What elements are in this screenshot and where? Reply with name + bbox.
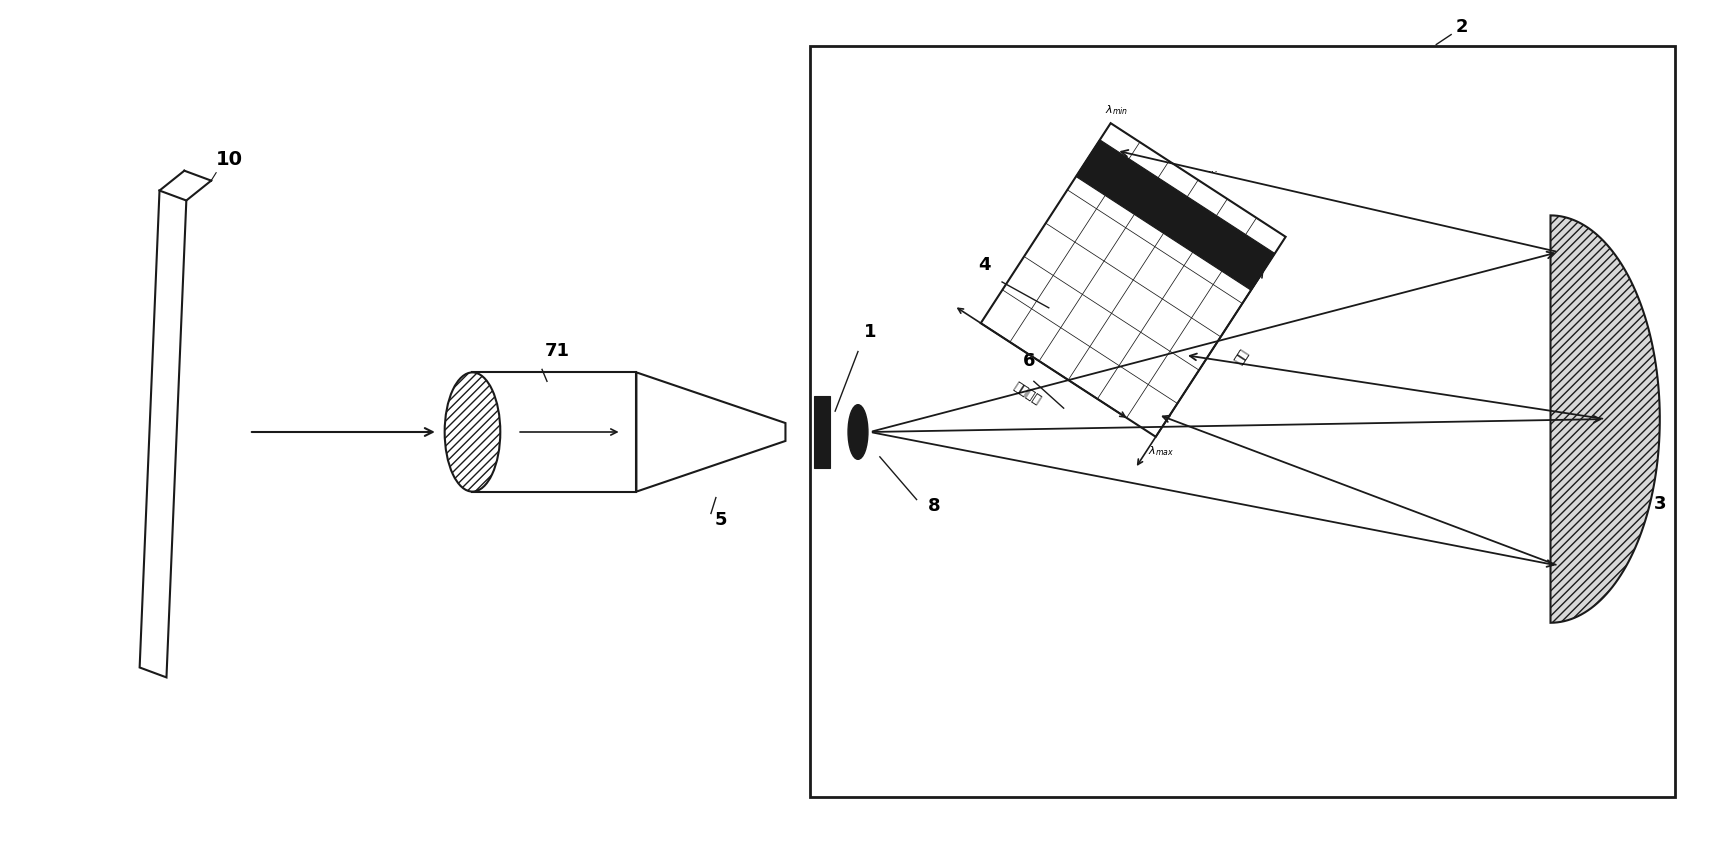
Text: 2: 2 <box>1457 17 1469 35</box>
Ellipse shape <box>847 404 868 460</box>
Text: 分光方向: 分光方向 <box>1010 380 1043 408</box>
Text: 8: 8 <box>928 498 942 516</box>
Text: 3: 3 <box>1654 494 1666 512</box>
Ellipse shape <box>445 372 500 492</box>
Polygon shape <box>1551 215 1661 623</box>
Text: 5: 5 <box>714 511 728 530</box>
Bar <box>810 47 1674 797</box>
Text: ...: ... <box>1207 164 1219 175</box>
Polygon shape <box>637 372 786 492</box>
Text: $\lambda_{min}$: $\lambda_{min}$ <box>1104 103 1128 117</box>
Text: 6: 6 <box>1022 353 1036 371</box>
Polygon shape <box>473 372 637 492</box>
Text: 1: 1 <box>863 322 877 340</box>
Polygon shape <box>1077 140 1275 290</box>
Text: 71: 71 <box>544 342 570 360</box>
Text: 谱向: 谱向 <box>1233 346 1251 366</box>
Text: 4: 4 <box>978 256 991 274</box>
Text: $\lambda_{max}$: $\lambda_{max}$ <box>1149 444 1174 458</box>
Bar <box>815 397 830 467</box>
Text: 10: 10 <box>216 149 243 168</box>
